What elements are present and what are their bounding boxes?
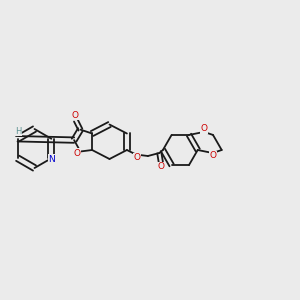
Text: O: O (209, 152, 216, 160)
Text: N: N (48, 155, 55, 164)
Text: O: O (71, 111, 79, 120)
Text: O: O (134, 153, 141, 162)
Text: H: H (15, 127, 22, 136)
Text: O: O (200, 124, 208, 134)
Text: O: O (157, 162, 164, 171)
Text: O: O (73, 148, 80, 158)
